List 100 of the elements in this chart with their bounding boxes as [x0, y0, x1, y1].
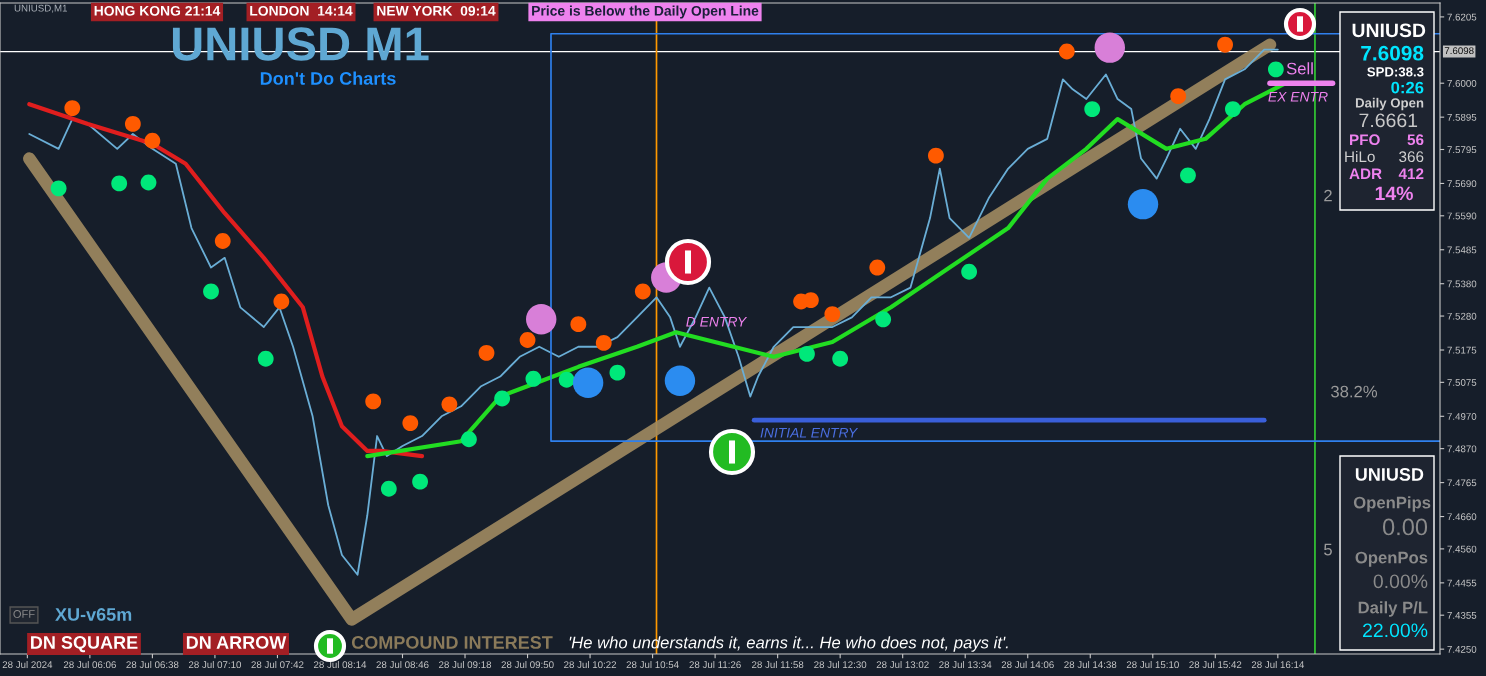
annotation: 22.00% — [1363, 623, 1428, 638]
y-tick-label: 7.4355 — [1447, 611, 1477, 619]
point — [214, 233, 231, 249]
annotation: 7.6098 — [1361, 45, 1424, 61]
point — [1170, 88, 1187, 105]
annotation: DN ARROW — [186, 636, 287, 649]
annotation: DN SQUARE — [31, 636, 138, 653]
x-tick-label: 28 Jul 11:58 — [752, 660, 804, 669]
annotation: SPD:38.3 — [1367, 67, 1424, 77]
x-tick-label: 28 Jul 14:38 — [1064, 660, 1117, 669]
annotation: 2 — [1324, 189, 1332, 202]
annotation: 0.00 — [1382, 518, 1428, 536]
point — [111, 175, 128, 192]
x-tick-label: 28 Jul 14:06 — [1001, 660, 1054, 669]
annotation: Daily Open — [1355, 97, 1424, 111]
x-tick-label: 28 Jul 15:42 — [1189, 660, 1242, 669]
annotation: HiLo — [1345, 150, 1375, 163]
y-tick-label: 7.5795 — [1447, 146, 1477, 154]
x-tick-label: 28 Jul 15:10 — [1126, 660, 1179, 669]
y-tick-label: 7.4970 — [1447, 413, 1477, 420]
point — [461, 431, 477, 448]
y-tick-label: 7.5485 — [1447, 246, 1477, 254]
annotation: HONG KONG 21:14 — [94, 5, 221, 16]
y-tick-label: 7.6205 — [1447, 13, 1477, 21]
x-tick-label: 28 Jul 09:50 — [501, 660, 554, 669]
y-tick-label: 7.5895 — [1447, 113, 1477, 121]
point — [1094, 32, 1126, 63]
x-tick-label: 28 Jul 11:26 — [689, 660, 741, 669]
point — [832, 350, 849, 367]
point — [799, 345, 815, 362]
y-tick-label: 7.6000 — [1447, 79, 1477, 87]
annotation: LONDON 14:14 — [250, 5, 353, 16]
point — [526, 304, 557, 335]
annotation: 0.00% — [1373, 574, 1428, 589]
y-tick-label: 7.4765 — [1447, 479, 1477, 487]
point — [441, 396, 458, 413]
point — [595, 334, 612, 351]
point — [519, 332, 536, 348]
annotation: Sell — [1286, 62, 1313, 75]
point — [525, 370, 542, 387]
x-tick-label: 28 Jul 10:22 — [564, 660, 617, 669]
x-tick-label: 28 Jul 08:46 — [376, 660, 429, 669]
point — [869, 259, 886, 276]
point — [634, 283, 651, 300]
point — [1058, 43, 1075, 60]
x-tick-label: 28 Jul 07:42 — [251, 660, 304, 669]
annotation: Price is Below the Daily Open Line — [532, 5, 759, 19]
y-tick-label: 7.5075 — [1447, 379, 1477, 386]
annotation: OFF — [13, 610, 35, 618]
annotation: INITIAL ENTRY — [760, 428, 859, 438]
y-tick-label: 7.5175 — [1447, 346, 1477, 354]
y-tick-label: 7.5690 — [1447, 180, 1477, 188]
point — [927, 147, 944, 164]
point — [824, 306, 841, 323]
point — [664, 365, 696, 396]
y-tick-label: 7.4870 — [1447, 445, 1477, 453]
annotation: 38.2% — [1331, 385, 1378, 398]
annotation: ADR — [1349, 168, 1382, 179]
x-tick-label: 28 Jul 09:18 — [439, 660, 492, 669]
y-tick-label: 7.4560 — [1447, 545, 1477, 553]
point — [1084, 101, 1101, 117]
annotation: UNIUSD — [1352, 23, 1426, 38]
point — [203, 283, 219, 300]
annotation: 366 — [1399, 151, 1424, 163]
point — [1180, 167, 1196, 184]
point — [1127, 188, 1159, 220]
point — [144, 132, 161, 149]
annotation: Daily P/L — [1358, 601, 1428, 617]
point — [1267, 61, 1284, 78]
y-tick-label: 7.5590 — [1447, 212, 1477, 220]
x-tick-label: 28 Jul 06:38 — [126, 660, 179, 669]
y-tick-label: 7.4455 — [1447, 579, 1477, 587]
point — [412, 473, 428, 490]
y-tick-label: 7.5380 — [1447, 280, 1477, 288]
annotation: 56 — [1407, 134, 1424, 146]
x-tick-label: 28 Jul 07:10 — [188, 660, 242, 669]
ref-line-label: 7.6098 — [1444, 47, 1474, 55]
x-tick-label: 28 Jul 12:30 — [814, 660, 867, 669]
annotation: 14% — [1375, 186, 1413, 201]
point — [572, 367, 604, 398]
annotation: 5 — [1324, 543, 1332, 556]
x-tick-label: 28 Jul 10:54 — [626, 660, 679, 669]
line-series — [27, 102, 425, 459]
point — [1217, 36, 1233, 53]
annotation: 7.6661 — [1359, 113, 1418, 128]
point — [478, 345, 495, 361]
point — [50, 180, 67, 197]
annotation: 412 — [1398, 168, 1424, 179]
annotation: NEW YORK 09:14 — [377, 5, 496, 16]
x-tick-label: 28 Jul 16:14 — [1251, 660, 1305, 669]
point — [875, 311, 892, 328]
point — [124, 116, 141, 132]
point — [365, 393, 382, 410]
x-tick-label: 28 Jul 2024 — [2, 660, 53, 669]
point — [140, 174, 157, 191]
x-tick-label: 28 Jul 06:06 — [63, 660, 116, 669]
x-tick-label: 28 Jul 13:02 — [876, 660, 929, 669]
point — [257, 350, 274, 367]
text: Don't Do Charts — [260, 71, 396, 85]
point — [494, 390, 511, 407]
